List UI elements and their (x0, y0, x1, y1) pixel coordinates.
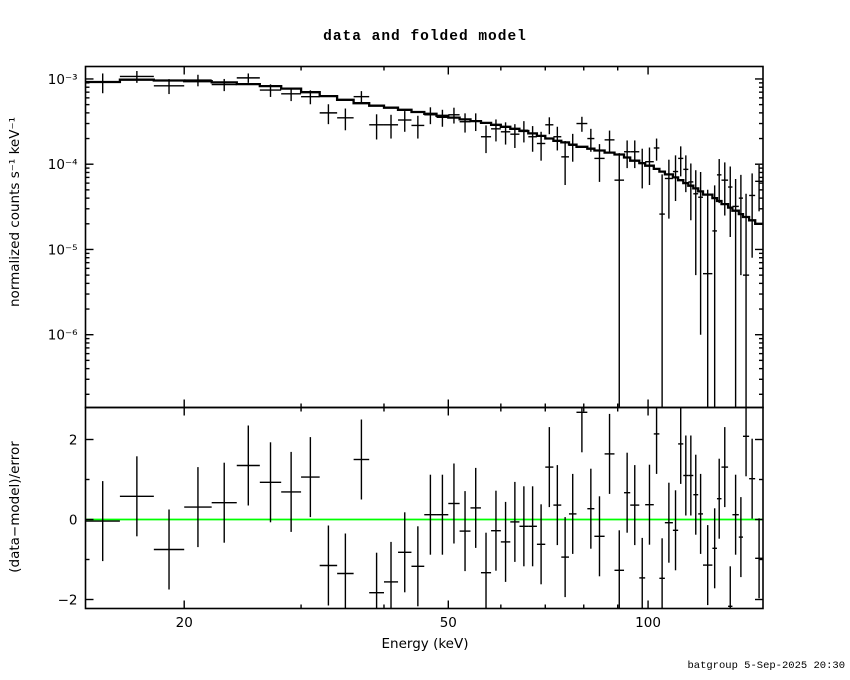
plot-footer: batgroup 5-Sep-2025 20:30 (687, 660, 845, 672)
model-histogram (85, 78, 763, 225)
x-tick-label: 50 (440, 615, 457, 631)
y-tick-label: 10⁻⁴ (48, 157, 78, 173)
residuals-frame (84, 406, 764, 610)
spectrum-frame (84, 65, 764, 409)
y-tick-label: 10⁻⁵ (48, 242, 78, 258)
y-tick-label: 0 (69, 513, 78, 529)
page-title: data and folded model (323, 29, 527, 45)
x-tick-label: 100 (635, 615, 661, 631)
y-tick-label: 10⁻⁶ (48, 328, 78, 344)
y-tick-label: 10⁻³ (48, 72, 78, 88)
y-tick-label: 2 (69, 433, 78, 449)
x-axis-label: Energy (keV) (381, 636, 469, 652)
x-tick-label: 20 (176, 615, 193, 631)
y-tick-label: −2 (58, 593, 78, 609)
